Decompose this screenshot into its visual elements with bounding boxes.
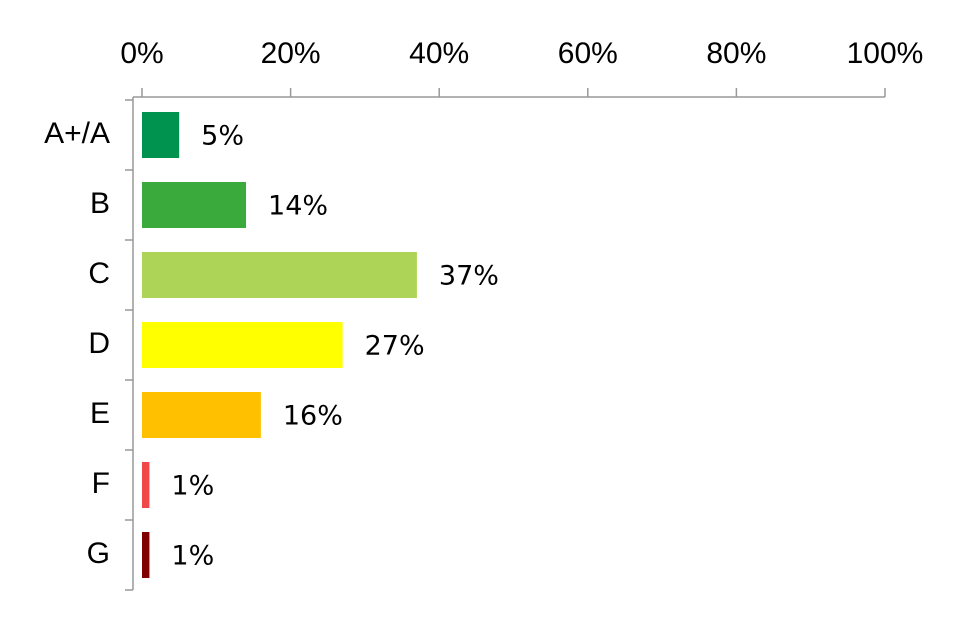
bar <box>142 182 247 228</box>
x-tick-label: 60% <box>558 37 618 70</box>
bar <box>142 112 180 158</box>
value-label: 1% <box>171 541 214 572</box>
y-tick-label: D <box>88 327 110 360</box>
bar <box>142 392 261 438</box>
x-tick-label: 80% <box>706 37 766 70</box>
bar <box>142 462 150 508</box>
value-label: 37% <box>439 261 499 292</box>
bar <box>142 252 417 298</box>
x-tick-label: 40% <box>409 37 469 70</box>
y-tick-label: G <box>87 537 110 570</box>
y-tick-label: F <box>92 467 110 500</box>
value-label: 27% <box>365 331 425 362</box>
value-label: 16% <box>283 401 343 432</box>
bar <box>142 322 343 368</box>
value-label: 5% <box>201 121 244 152</box>
value-label: 14% <box>268 191 328 222</box>
value-label: 1% <box>171 471 214 502</box>
x-tick-label: 0% <box>120 37 163 70</box>
y-tick-label: C <box>88 257 110 290</box>
y-tick-label: A+/A <box>44 117 110 150</box>
y-tick-label: B <box>90 187 110 220</box>
bar <box>142 532 150 578</box>
x-tick-label: 100% <box>847 37 924 70</box>
x-tick-label: 20% <box>261 37 321 70</box>
y-tick-label: E <box>90 397 110 430</box>
